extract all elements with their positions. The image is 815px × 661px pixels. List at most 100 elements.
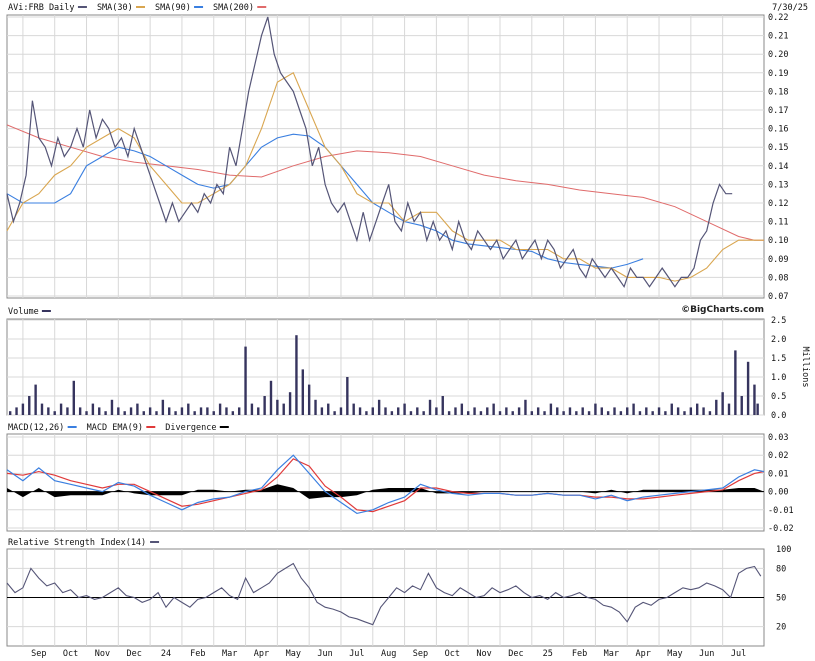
legend-label: Divergence [165, 423, 216, 433]
volume-bar [28, 396, 31, 415]
macd-signal-line [6, 458, 765, 513]
x-tick-label: Nov [95, 649, 110, 659]
volume-bars [8, 335, 759, 415]
legend-label: Relative Strength Index(14) [8, 538, 146, 548]
price-tick-label: 0.19 [768, 69, 788, 79]
x-tick-label: Mar [222, 649, 237, 659]
volume-bar [689, 407, 693, 415]
brand-logo: ©BigCharts.com [681, 305, 764, 315]
rsi-tick-label: 50 [776, 594, 786, 604]
macd-tick-label: 0.02 [768, 451, 788, 461]
rsi-line [6, 562, 762, 626]
volume-bar [530, 411, 534, 415]
volume-bar [212, 411, 215, 415]
volume-tick-label: 2.5 [771, 316, 786, 326]
volume-bar [613, 407, 616, 415]
price-legend: AVi:FRB Daily SMA(30) SMA(90) SMA(200) [8, 3, 267, 13]
volume-bar [168, 407, 171, 415]
rsi-tick-label: 80 [776, 564, 786, 574]
volume-bar [492, 403, 495, 415]
volume-bar [250, 403, 254, 415]
volume-bar [397, 407, 400, 415]
price-series [6, 16, 764, 289]
volume-bar [473, 407, 476, 415]
volume-units-label: Millions [800, 347, 810, 388]
volume-bar [85, 411, 88, 415]
macd-plot-area [6, 433, 765, 532]
volume-bar [543, 411, 546, 415]
volume-y-axis: 2.5 2.0 1.5 1.0 0.5 0.0 [771, 316, 786, 421]
volume-bar [187, 403, 190, 415]
x-tick-label: Mar [604, 649, 619, 659]
volume-bar [117, 407, 120, 415]
volume-bar [123, 411, 126, 415]
volume-bar [460, 403, 464, 415]
volume-bar [263, 396, 266, 415]
volume-bar [199, 407, 203, 415]
macd-tick-label: -0.02 [768, 524, 794, 534]
volume-bar [517, 407, 521, 415]
volume-bar [327, 403, 330, 415]
volume-bar [333, 411, 336, 415]
volume-bar [174, 411, 177, 415]
volume-bar [721, 392, 724, 415]
price-tick-label: 0.16 [768, 125, 788, 135]
volume-bar [740, 396, 743, 415]
volume-bar [339, 407, 343, 415]
volume-bar [505, 407, 508, 415]
volume-bar [180, 407, 184, 415]
price-tick-label: 0.14 [768, 162, 788, 172]
volume-bar [734, 350, 737, 415]
volume-bar [727, 403, 731, 415]
price-plot-area [6, 14, 765, 299]
price-tick-label: 0.20 [768, 50, 788, 60]
price-panel: AVi:FRB Daily SMA(30) SMA(90) SMA(200) 7/30… [6, 3, 808, 302]
volume-bar [244, 346, 247, 415]
price-tick-label: 0.15 [768, 143, 788, 153]
sma90-line [6, 133, 644, 269]
price-tick-label: 0.17 [768, 106, 788, 116]
volume-bar [562, 411, 565, 415]
volume-bar [575, 411, 578, 415]
volume-bar [479, 411, 483, 415]
legend-label: SMA(90) [155, 3, 191, 13]
legend-label: MACD(12,26) [8, 423, 64, 433]
volume-bar [301, 369, 305, 415]
rsi-panel: Relative Strength Index(14) 100 80 50 20 [6, 538, 791, 647]
volume-bar [753, 384, 756, 415]
volume-bar [657, 407, 661, 415]
macd-panel: MACD(12,26) MACD EMA(9) Divergence 0.030.0… [6, 423, 794, 534]
volume-bar [568, 407, 572, 415]
volume-bar [66, 407, 69, 415]
x-tick-label: Jul [731, 649, 746, 659]
volume-bar [441, 396, 444, 415]
x-tick-label: Dec [127, 649, 142, 659]
volume-bar [40, 403, 44, 415]
volume-bar [486, 407, 489, 415]
rsi-grid [7, 549, 764, 646]
volume-bar [708, 411, 712, 415]
volume-bar [218, 403, 222, 415]
legend-label: MACD EMA(9) [87, 423, 143, 433]
volume-bar [664, 411, 667, 415]
volume-bar [320, 407, 324, 415]
volume-bar [435, 407, 438, 415]
x-tick-label: Nov [476, 649, 491, 659]
volume-bar [78, 407, 82, 415]
volume-tick-label: 1.0 [771, 373, 786, 383]
volume-bar [276, 399, 279, 415]
volume-tick-label: 2.0 [771, 335, 786, 345]
macd-y-axis: 0.03 0.02 0.01 0.00 -0.01 -0.02 [768, 433, 794, 534]
volume-bar [390, 411, 394, 415]
x-tick-label: Jun [699, 649, 714, 659]
volume-bar [676, 407, 680, 415]
volume-bar [282, 403, 285, 415]
volume-bar [384, 407, 387, 415]
x-tick-label: 24 [161, 649, 171, 659]
volume-bar [314, 399, 317, 415]
volume-bar [746, 361, 750, 415]
volume-bar [645, 407, 648, 415]
volume-bar [136, 403, 139, 415]
volume-bar [237, 407, 241, 415]
volume-plot-area [6, 318, 765, 416]
